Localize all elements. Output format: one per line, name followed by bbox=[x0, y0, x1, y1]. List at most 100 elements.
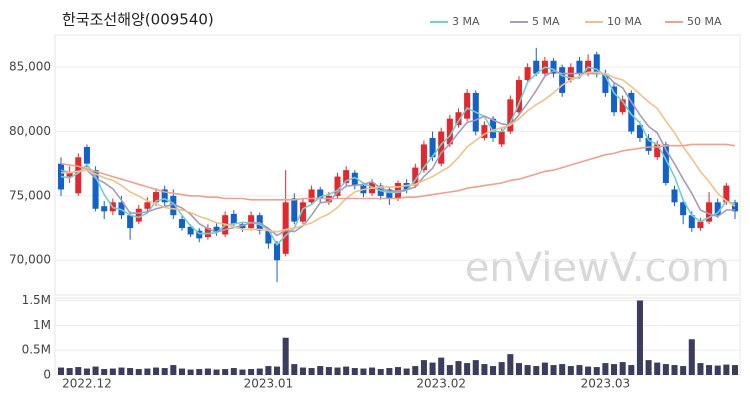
volume-bar bbox=[170, 365, 177, 375]
y-tick-label: 1M bbox=[33, 318, 51, 332]
volume-bar bbox=[472, 360, 479, 375]
volume-bar bbox=[239, 369, 246, 375]
candle-body bbox=[170, 195, 177, 216]
volume-bar bbox=[515, 363, 522, 375]
candle-body bbox=[75, 157, 82, 194]
y-tick-label: 0 bbox=[43, 368, 51, 382]
candle-body bbox=[308, 189, 315, 203]
candle-body bbox=[429, 137, 436, 158]
volume-bar bbox=[135, 369, 142, 375]
volume-bar bbox=[446, 365, 453, 375]
candle-body bbox=[714, 202, 721, 216]
candle-body bbox=[628, 92, 635, 132]
volume-bar bbox=[317, 366, 324, 375]
volume-bar bbox=[265, 366, 272, 375]
candle-body bbox=[386, 189, 393, 199]
volume-bar bbox=[654, 362, 661, 375]
candle-body bbox=[515, 80, 522, 113]
volume-bar bbox=[161, 368, 168, 375]
volume-bar bbox=[490, 366, 497, 375]
volume-bar bbox=[282, 337, 289, 375]
volume-bar bbox=[153, 367, 160, 375]
volume-bar bbox=[688, 339, 695, 375]
candle-body bbox=[248, 215, 255, 229]
ma-line bbox=[61, 71, 736, 233]
volume-bar bbox=[697, 363, 704, 375]
x-tick-label: 2023.03 bbox=[581, 377, 631, 391]
candle-body bbox=[343, 170, 350, 184]
x-tick-label: 2023.01 bbox=[244, 377, 294, 391]
volume-bar bbox=[83, 368, 90, 375]
y-tick-label: 85,000 bbox=[9, 60, 51, 74]
volume-bar bbox=[628, 365, 635, 375]
volume-bar bbox=[334, 367, 341, 375]
candle-body bbox=[680, 202, 687, 216]
volume-bar bbox=[524, 365, 531, 375]
volume-bar bbox=[187, 369, 194, 375]
volume-bar bbox=[567, 366, 574, 375]
ma-line bbox=[60, 66, 736, 247]
volume-bar bbox=[585, 366, 592, 375]
candle-body bbox=[57, 163, 65, 190]
y-tick-label: 75,000 bbox=[9, 188, 51, 202]
volume-bar bbox=[481, 364, 488, 375]
volume-bar bbox=[343, 366, 350, 375]
volume-bar bbox=[602, 363, 609, 375]
volume-bar bbox=[507, 354, 514, 375]
volume-bar bbox=[291, 364, 298, 375]
candle-body bbox=[83, 146, 90, 164]
volume-bar bbox=[274, 366, 281, 375]
volume-bar bbox=[204, 368, 211, 375]
candle-body bbox=[671, 189, 678, 203]
candle-body bbox=[697, 221, 704, 229]
candle-body bbox=[204, 228, 211, 238]
volume-bar bbox=[714, 365, 721, 375]
candle-body bbox=[118, 202, 125, 216]
volume-bar bbox=[299, 367, 306, 375]
volume-bar bbox=[57, 367, 65, 375]
candle-body bbox=[127, 215, 134, 229]
candle-body bbox=[274, 243, 281, 261]
candle-body bbox=[533, 60, 540, 74]
volume-bar bbox=[109, 368, 116, 375]
y-tick-label: 70,000 bbox=[9, 253, 51, 267]
candle-body bbox=[153, 192, 160, 203]
volume-bar bbox=[351, 368, 358, 375]
volume-bar bbox=[394, 367, 402, 375]
volume-bar bbox=[611, 364, 618, 375]
volume-bar bbox=[438, 357, 445, 375]
candle-body bbox=[688, 215, 695, 229]
candle-body bbox=[66, 172, 73, 177]
candle-body bbox=[706, 202, 713, 222]
volume-bar bbox=[118, 367, 125, 375]
candle-body bbox=[135, 208, 142, 222]
chart-title: 한국조선해양(009540) bbox=[62, 11, 214, 29]
volume-bar bbox=[671, 365, 678, 375]
candle-body bbox=[92, 170, 99, 209]
candle-body bbox=[412, 167, 419, 186]
candle-body bbox=[645, 137, 652, 151]
watermark: enViewV.com bbox=[465, 245, 730, 291]
volume-bar bbox=[178, 368, 185, 375]
candle-body bbox=[178, 219, 185, 229]
candle-body bbox=[550, 60, 557, 74]
volume-bar bbox=[420, 360, 427, 375]
candle-body bbox=[611, 86, 618, 113]
x-tick-label: 2022.12 bbox=[62, 377, 112, 391]
ma-line bbox=[60, 70, 735, 237]
volume-bar bbox=[101, 369, 108, 375]
candle-body bbox=[723, 185, 730, 203]
candle-body bbox=[438, 131, 445, 164]
volume-bar bbox=[308, 368, 315, 375]
candle-body bbox=[351, 172, 358, 186]
y-tick-label: 80,000 bbox=[9, 124, 51, 138]
volume-bar bbox=[127, 368, 134, 375]
volume-bar bbox=[429, 362, 436, 375]
candle-body bbox=[317, 189, 324, 199]
candle-body bbox=[213, 226, 220, 232]
volume-bar bbox=[533, 366, 540, 375]
volume-bar bbox=[576, 365, 583, 375]
candle-body bbox=[602, 73, 609, 93]
volume-bar bbox=[593, 367, 600, 375]
candle-body bbox=[559, 67, 566, 93]
